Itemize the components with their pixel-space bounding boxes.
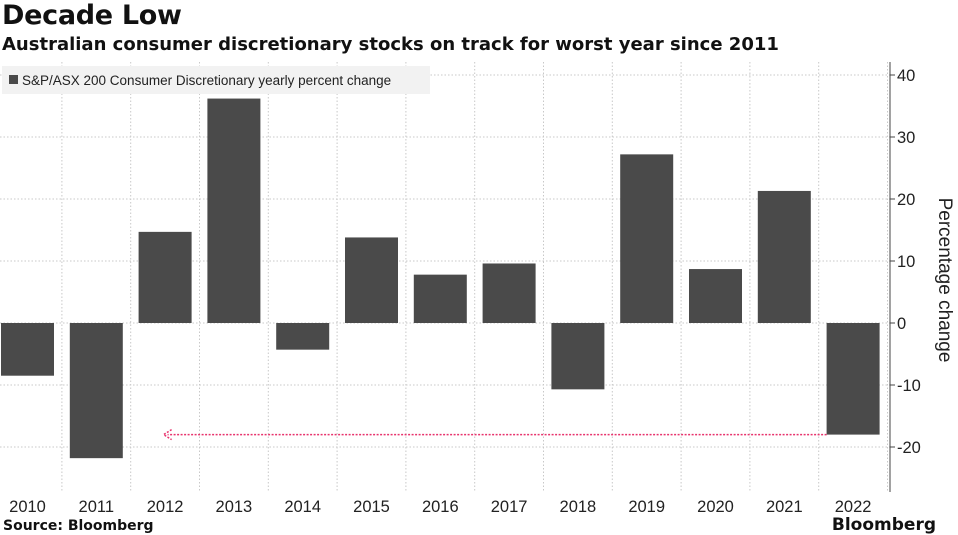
source-note: Source: Bloomberg [3,518,154,534]
x-tick-label: 2016 [422,498,459,516]
bars [1,98,880,459]
x-tick-label: 2021 [766,498,803,516]
annotation [162,428,827,441]
x-tick-label: 2017 [491,498,528,516]
x-tick-label: 2010 [9,498,46,516]
bar-2021 [757,190,811,323]
bar-2022 [826,323,880,435]
bar-2016 [413,274,467,323]
bar-2010 [1,323,54,376]
chart-title: Decade Low [2,0,182,31]
y-tick-label: 10 [897,253,915,271]
legend-label: S&P/ASX 200 Consumer Discretionary yearl… [22,73,391,88]
bar-2018 [551,323,605,390]
y-tick-label: 30 [897,129,915,147]
x-tick-label: 2019 [628,498,665,516]
bar-2015 [345,237,398,323]
x-tick-label: 2015 [353,498,390,516]
legend: S&P/ASX 200 Consumer Discretionary yearl… [2,66,430,94]
y-tick-label: -10 [897,377,921,395]
bar-2014 [276,323,330,350]
y-axis: 40 30 20 10 0 -10 -20 [890,67,921,457]
bar-2019 [620,154,674,323]
y-axis-label: Percentage change [934,198,955,363]
x-axis: 2010 2011 2012 2013 2014 2015 2016 2017 2018 2019… [9,498,871,516]
x-tick-label: 2020 [697,498,734,516]
x-tick-label: 2018 [560,498,597,516]
bar-2012 [138,231,192,323]
bar-2017 [482,263,536,323]
x-tick-label: 2012 [147,498,184,516]
bar-2013 [207,98,261,323]
bar-2011 [69,323,123,459]
bloomberg-logo: Bloomberg [831,515,936,535]
legend-background [2,66,430,94]
y-tick-label: 20 [897,191,915,209]
x-tick-label: 2013 [216,498,253,516]
bar-2020 [689,269,742,323]
x-tick-label: 2022 [835,498,872,516]
chart-subtitle: Australian consumer discretionary stocks… [2,34,779,55]
x-tick-label: 2011 [79,498,114,516]
y-tick-label: -20 [897,439,921,457]
annotation-arrow-head [162,428,172,441]
legend-swatch [9,75,18,84]
y-tick-label: 0 [897,315,906,333]
x-tick-label: 2014 [284,498,321,516]
y-tick-label: 40 [897,67,915,85]
